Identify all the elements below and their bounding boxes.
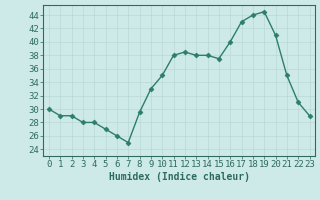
X-axis label: Humidex (Indice chaleur): Humidex (Indice chaleur)	[109, 172, 250, 182]
